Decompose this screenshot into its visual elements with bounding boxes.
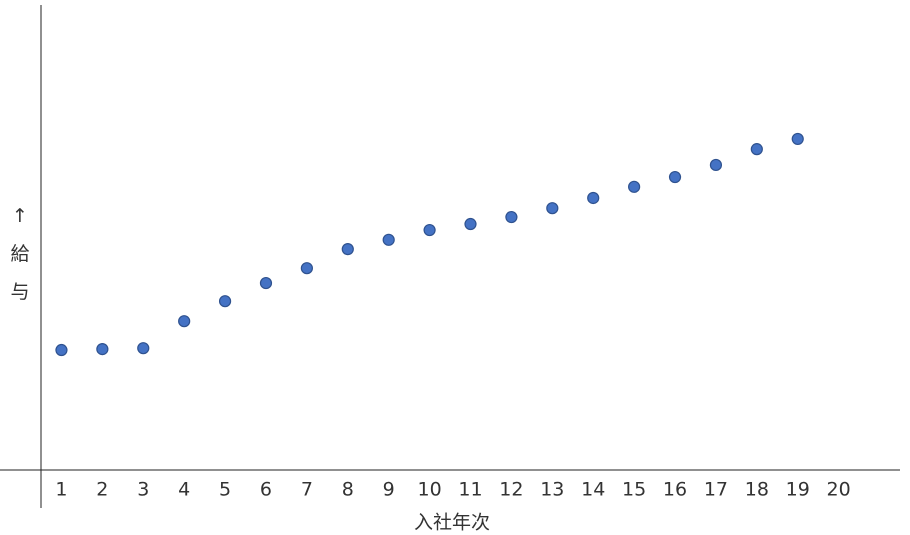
point: [587, 191, 600, 205]
x-tick-label: 3: [137, 479, 149, 501]
y-axis-label: ↑給与: [10, 205, 30, 303]
point: [505, 210, 518, 224]
x-tick-label: 6: [260, 479, 272, 501]
x-tick-label: 7: [301, 479, 313, 501]
point: [628, 180, 641, 193]
point: [423, 223, 436, 237]
point: [259, 276, 273, 290]
point: [668, 170, 682, 184]
point: [178, 315, 191, 328]
x-tick-label: 20: [827, 479, 851, 501]
x-tick-label: 1: [55, 479, 67, 501]
point: [791, 132, 804, 146]
x-tick-label: 16: [663, 479, 687, 501]
point: [218, 295, 232, 308]
point: [709, 158, 723, 172]
x-tick-label: 17: [704, 479, 728, 501]
x-tick-label: 2: [96, 479, 108, 501]
x-tick-label: 12: [499, 479, 523, 501]
x-tick-label: 9: [383, 479, 395, 501]
x-tick-label: 13: [540, 479, 564, 501]
point: [300, 262, 313, 275]
x-tick-label: 4: [178, 479, 190, 501]
point: [464, 217, 477, 231]
x-tick-label: 11: [458, 479, 482, 501]
x-tick-label: 5: [219, 479, 231, 501]
point: [750, 143, 763, 156]
x-tick-label: 14: [581, 479, 605, 501]
point: [546, 202, 559, 215]
point: [341, 243, 354, 256]
x-tick-label: 10: [418, 479, 442, 501]
x-tick-label: 8: [342, 479, 354, 501]
point: [382, 233, 395, 246]
point: [55, 343, 68, 357]
x-tick-label: 15: [622, 479, 646, 501]
point: [137, 342, 150, 355]
x-tick-label: 18: [745, 479, 769, 501]
x-tick-label: 19: [786, 479, 810, 501]
x-axis-label: 入社年次: [414, 512, 490, 534]
point: [96, 343, 109, 356]
